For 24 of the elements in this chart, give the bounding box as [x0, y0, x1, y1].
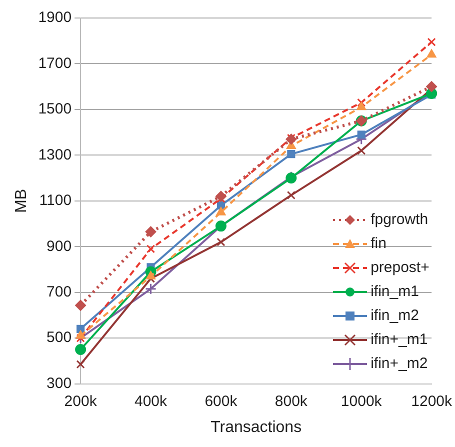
legend-label: ifin+_m2: [370, 355, 428, 372]
x-tick-label: 1000k: [340, 392, 382, 410]
legend-label: fin: [370, 235, 386, 252]
x-tick-label: 200k: [64, 392, 98, 410]
legend-label: ifin_m2: [370, 307, 419, 324]
y-tick-label: 500: [46, 329, 72, 346]
legend-label: ifin+_m1: [370, 331, 428, 348]
x-tick-label: 1200k: [411, 392, 452, 410]
y-tick-label: 1100: [39, 192, 72, 210]
x-axis-title: Transactions: [210, 418, 302, 436]
legend-label: ifin_m1: [370, 283, 419, 300]
y-tick-label: 900: [46, 238, 72, 255]
y-tick-label: 1900: [38, 9, 72, 26]
y-tick-label: 1700: [38, 54, 72, 72]
legend-label: prepost+: [370, 259, 430, 276]
x-tick-label: 800k: [274, 392, 308, 410]
y-tick-label: 700: [46, 283, 72, 300]
legend-label: fpgrowth: [370, 211, 428, 228]
y-tick-label: 1300: [38, 146, 72, 164]
y-tick-label: 300: [46, 374, 72, 392]
y-axis-title: MB: [13, 188, 30, 213]
x-tick-label: 600k: [204, 392, 238, 410]
x-tick-label: 400k: [134, 392, 168, 410]
y-tick-label: 1500: [38, 100, 72, 118]
